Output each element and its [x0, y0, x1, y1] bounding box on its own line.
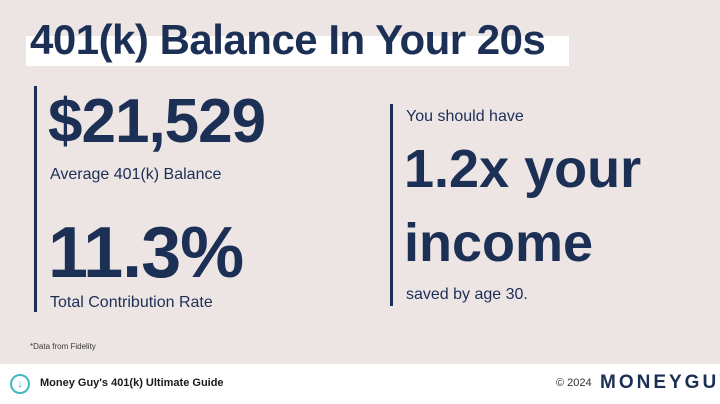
contribution-rate-value: 11.3% — [48, 213, 244, 293]
average-balance-value: $21,529 — [48, 87, 266, 156]
download-bubble-icon: ↓ — [10, 374, 30, 394]
recommendation-multiple: 1.2x your — [404, 139, 642, 199]
moneyguy-logo: MONEYGUY — [600, 372, 720, 393]
right-divider — [390, 104, 393, 306]
source-note: *Data from Fidelity — [30, 342, 96, 351]
left-divider — [34, 86, 37, 312]
average-balance-label: Average 401(k) Balance — [50, 166, 222, 183]
footer-bar — [0, 364, 720, 404]
recommendation-intro: You should have — [406, 108, 524, 125]
copyright: © 2024 — [556, 377, 592, 389]
page-title: 401(k) Balance In Your 20s — [30, 16, 546, 63]
recommendation-outro: saved by age 30. — [406, 286, 528, 303]
recommendation-income: income — [404, 213, 594, 273]
title-highlight — [26, 36, 569, 66]
contribution-rate-label: Total Contribution Rate — [50, 294, 213, 311]
guide-title: Money Guy's 401(k) Ultimate Guide — [40, 377, 224, 389]
